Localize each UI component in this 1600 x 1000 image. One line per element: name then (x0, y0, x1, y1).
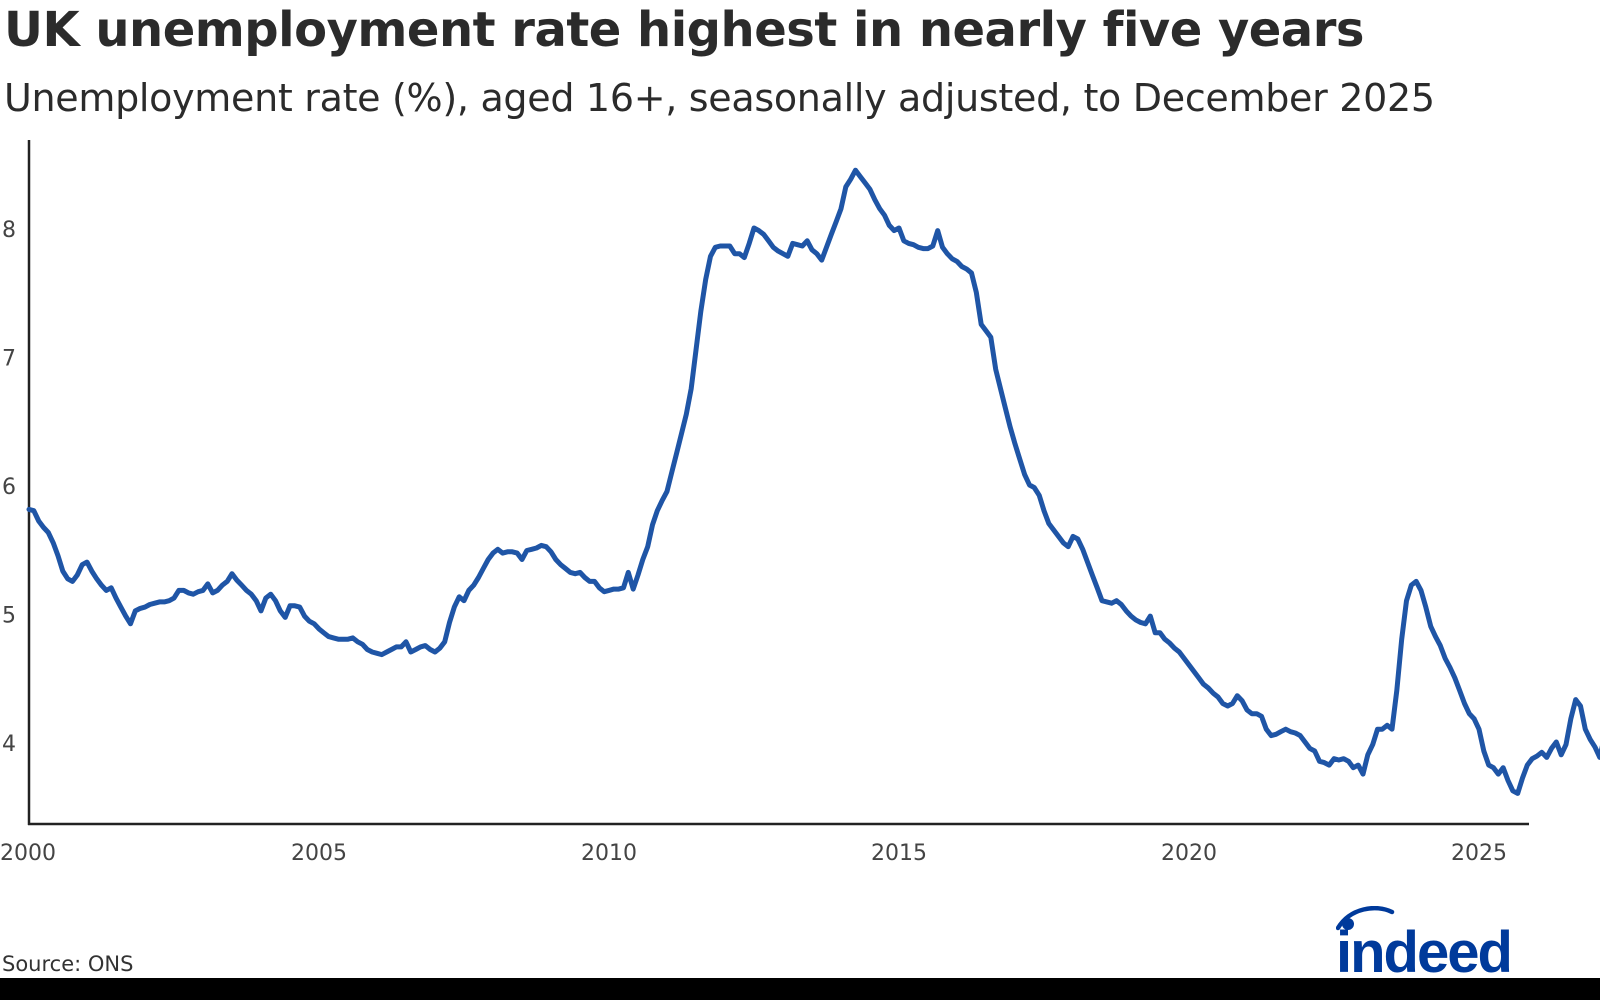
indeed-logo: indeed (1336, 906, 1513, 978)
y-tick-label: 5 (2, 604, 16, 629)
chart-subtitle: Unemployment rate (%), aged 16+, seasona… (4, 76, 1435, 120)
bottom-bar (0, 978, 1600, 1000)
x-tick-label: 2010 (581, 841, 637, 866)
unemployment-rate-line (26, 167, 1600, 796)
y-tick-label: 7 (2, 347, 16, 372)
x-tick-label: 2025 (1451, 841, 1507, 866)
indeed-arc-logo-icon (1336, 906, 1395, 931)
y-tick-label: 4 (2, 732, 16, 757)
x-tick-label: 2000 (0, 841, 56, 866)
x-tick-label: 2005 (291, 841, 347, 866)
indeed-logo-text: indeed (1336, 920, 1511, 978)
y-axis-tick-labels: 4 5 6 7 8 (2, 218, 16, 757)
x-tick-label: 2015 (871, 841, 927, 866)
y-tick-label: 6 (2, 475, 16, 500)
x-tick-label: 2020 (1161, 841, 1217, 866)
y-tick-label: 8 (2, 218, 16, 243)
source-note: Source: ONS (2, 952, 134, 976)
chart-title: UK unemployment rate highest in nearly f… (4, 2, 1364, 58)
x-axis-tick-labels: 2000 2005 2010 2015 2020 2025 (0, 841, 1507, 866)
